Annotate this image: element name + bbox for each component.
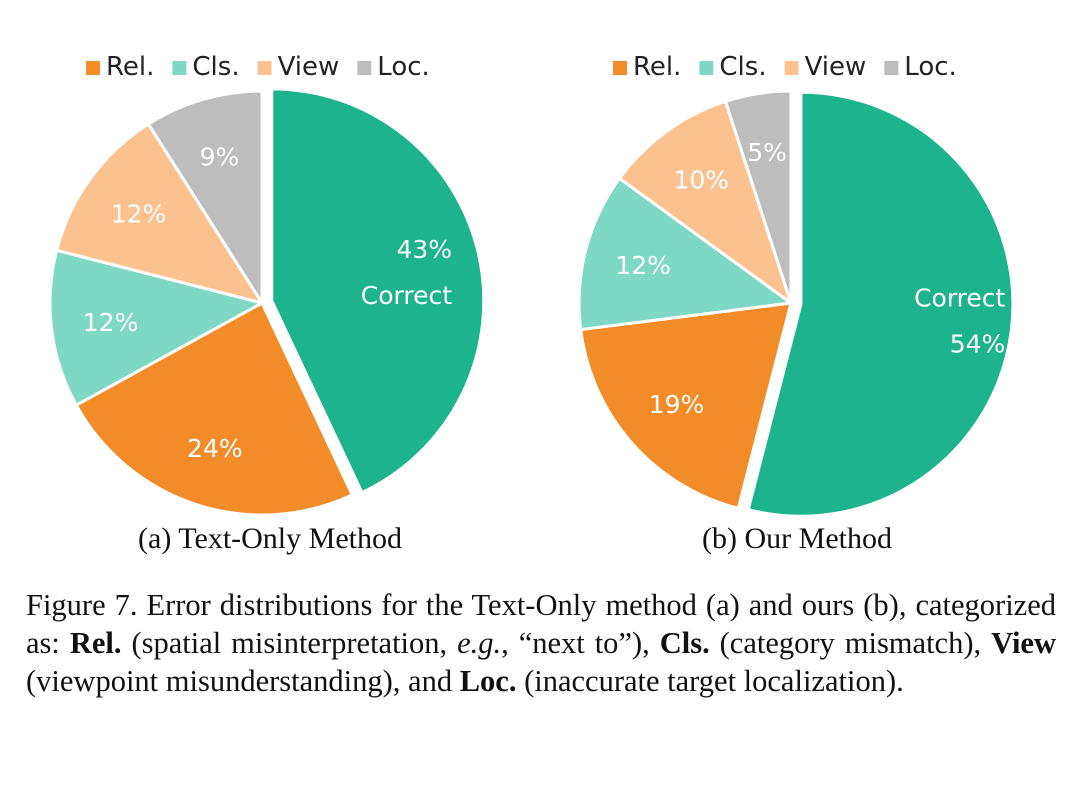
caption-view-desc: (viewpoint misunderstanding), and [26,664,460,698]
legend-label-loc: Loc. [377,52,430,82]
slice-label-correct: Correct [914,284,1005,313]
slice-value-view: 10% [673,166,729,195]
legend-swatch-cls [699,61,714,75]
slice-label-correct: Correct [361,281,452,310]
legend-swatch-rel [613,61,627,75]
legend-swatch-loc [884,61,899,75]
slice-value-cls: 12% [615,251,671,280]
pie-slice-rel [74,300,355,517]
pie-chart-our-method: Correct 54% 19% 12% 10% 5% Rel. Cls. View Loc. [577,52,1015,518]
caption-cls-desc: (category mismatch), [709,626,992,660]
pie-slice-view [54,121,266,306]
pie-slice-rel [578,301,794,511]
caption-rel-desc-a: (spatial misinterpretation, [121,626,458,660]
pie-slice-cls [577,176,795,332]
pie-slice-loc [723,89,793,304]
caption-rel-desc-b: , “next to”), [501,626,660,660]
legend-label-cls: Cls. [719,52,766,82]
legend-swatch-loc [357,61,372,75]
slice-value-correct: 54% [950,330,1006,359]
legend-label-rel: Rel. [633,52,681,82]
caption-term-view: View [991,626,1056,660]
legend-swatch-view [257,61,272,75]
pie-slice-loc [146,89,264,309]
subcaption-text-only: (a) Text-Only Method [138,522,402,555]
legend-label-view: View [805,52,867,82]
caption-loc-desc: (inaccurate target localization). [516,664,904,698]
slice-value-view: 12% [111,199,167,228]
caption-term-rel: Rel. [69,626,122,660]
legend-label-view: View [278,52,340,82]
legend-label-rel: Rel. [106,52,154,82]
chart-panel-our-method: Correct 54% 19% 12% 10% 5% Rel. Cls. View Loc. (b… [527,0,1067,570]
slice-value-loc: 9% [200,142,240,171]
caption-term-cls: Cls. [659,626,710,660]
figure-caption: Figure 7. Error distributions for the Te… [26,586,1056,700]
caption-term-loc: Loc. [459,664,517,698]
slice-value-rel: 24% [187,434,243,463]
pie-slice-correct [746,90,1015,518]
caption-prefix: Figure 7. Error distributions for the Te… [26,588,1056,660]
pie-slice-view [617,99,794,307]
legend-swatch-cls [172,61,187,75]
pie-slice-correct [270,87,486,495]
slice-value-correct: 43% [396,235,452,264]
legend-swatch-rel [86,61,100,75]
legend-label-loc: Loc. [904,52,957,82]
slice-value-cls: 12% [83,308,139,337]
pie-slice-cls [48,248,267,408]
subcaption-our-method: (b) Our Method [702,522,892,555]
pie-chart-text-only: 43% Correct 24% 12% 12% 9% Rel. Cls. View Loc. [48,52,486,517]
slice-value-loc: 5% [747,138,787,167]
legend-label-cls: Cls. [192,52,239,82]
legend-swatch-view [784,61,799,75]
caption-eg: e.g. [457,626,502,660]
slice-value-rel: 19% [649,390,705,419]
chart-panel-text-only: 43% Correct 24% 12% 12% 9% Rel. Cls. View Loc. (a… [0,0,540,570]
